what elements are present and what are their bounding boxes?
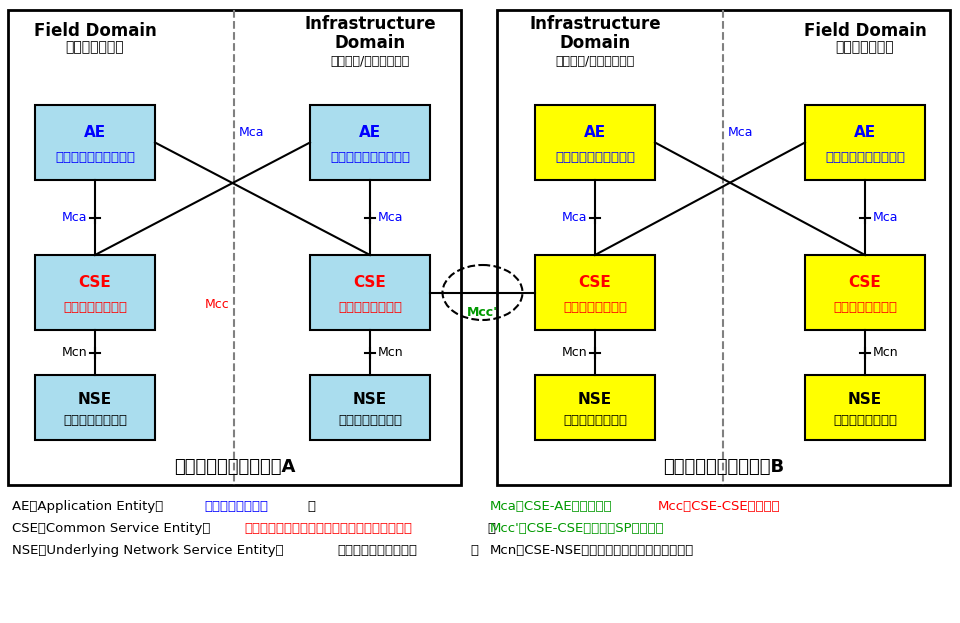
Text: アプリケーション: アプリケーション bbox=[204, 500, 268, 513]
Text: サービスプロバイダ　A: サービスプロバイダ A bbox=[174, 458, 295, 476]
Text: （デバイス側）: （デバイス側） bbox=[836, 40, 895, 54]
FancyBboxPatch shape bbox=[535, 255, 655, 330]
Text: CSE: CSE bbox=[579, 275, 612, 290]
Text: Mcn: Mcn bbox=[378, 346, 403, 359]
FancyBboxPatch shape bbox=[535, 105, 655, 180]
Text: CSE: CSE bbox=[353, 275, 386, 290]
Text: Mca: Mca bbox=[873, 211, 899, 224]
FancyBboxPatch shape bbox=[805, 375, 925, 440]
FancyBboxPatch shape bbox=[35, 375, 155, 440]
Text: NSE: NSE bbox=[578, 391, 612, 407]
FancyBboxPatch shape bbox=[310, 375, 430, 440]
Text: Field Domain: Field Domain bbox=[34, 22, 156, 40]
Text: 共通サービスプラットフォーム；ミドルウェア: 共通サービスプラットフォーム；ミドルウェア bbox=[244, 522, 412, 535]
Text: （サーバ/クラウド側）: （サーバ/クラウド側） bbox=[556, 55, 635, 68]
Text: NSE: NSE bbox=[353, 391, 387, 407]
Text: （ネットワーク）: （ネットワーク） bbox=[63, 414, 127, 427]
FancyBboxPatch shape bbox=[8, 10, 461, 485]
FancyBboxPatch shape bbox=[497, 10, 950, 485]
Text: （ミドルウェア）: （ミドルウェア） bbox=[563, 301, 627, 314]
Text: （アプリケーション）: （アプリケーション） bbox=[555, 151, 635, 164]
Text: （アプリケーション）: （アプリケーション） bbox=[330, 151, 410, 164]
Text: Domain: Domain bbox=[560, 34, 631, 52]
FancyBboxPatch shape bbox=[310, 255, 430, 330]
Text: （ミドルウェア）: （ミドルウェア） bbox=[338, 301, 402, 314]
FancyBboxPatch shape bbox=[35, 105, 155, 180]
Text: Mca: Mca bbox=[378, 211, 403, 224]
Text: Infrastructure: Infrastructure bbox=[529, 15, 660, 33]
Text: ）: ） bbox=[487, 522, 495, 535]
Text: Mcn: Mcn bbox=[61, 346, 87, 359]
Text: Mcn: Mcn bbox=[562, 346, 587, 359]
FancyBboxPatch shape bbox=[805, 255, 925, 330]
Text: （アプリケーション）: （アプリケーション） bbox=[825, 151, 905, 164]
Text: Mcn：CSE-NSE間参照点（標準化スコープ外）: Mcn：CSE-NSE間参照点（標準化スコープ外） bbox=[490, 544, 694, 557]
Text: AE: AE bbox=[854, 125, 876, 140]
FancyBboxPatch shape bbox=[805, 105, 925, 180]
Text: （デバイス側）: （デバイス側） bbox=[65, 40, 124, 54]
Text: ネットワークサービス: ネットワークサービス bbox=[337, 544, 417, 557]
Text: Mcc: Mcc bbox=[204, 298, 229, 311]
Text: （ネットワーク）: （ネットワーク） bbox=[833, 414, 897, 427]
Text: Mca: Mca bbox=[728, 126, 754, 139]
Text: Mca：CSE-AE間参照点、: Mca：CSE-AE間参照点、 bbox=[490, 500, 612, 513]
Text: Infrastructure: Infrastructure bbox=[304, 15, 436, 33]
FancyBboxPatch shape bbox=[310, 105, 430, 180]
Text: （サーバ/クラウド側）: （サーバ/クラウド側） bbox=[330, 55, 410, 68]
Text: AE：Application Entity（: AE：Application Entity（ bbox=[12, 500, 163, 513]
Text: Mcc'：CSE-CSE　異なるSP間参照点: Mcc'：CSE-CSE 異なるSP間参照点 bbox=[490, 522, 664, 535]
Text: Mca: Mca bbox=[562, 211, 587, 224]
Text: Mca: Mca bbox=[239, 126, 265, 139]
Text: （ネットワーク）: （ネットワーク） bbox=[563, 414, 627, 427]
Text: NSE：Underlying Network Service Entity（: NSE：Underlying Network Service Entity（ bbox=[12, 544, 283, 557]
Text: NSE: NSE bbox=[848, 391, 882, 407]
Text: AE: AE bbox=[84, 125, 106, 140]
Text: NSE: NSE bbox=[78, 391, 112, 407]
FancyBboxPatch shape bbox=[535, 375, 655, 440]
Text: CSE: CSE bbox=[849, 275, 881, 290]
Text: Field Domain: Field Domain bbox=[804, 22, 926, 40]
Text: （ネットワーク）: （ネットワーク） bbox=[338, 414, 402, 427]
Text: AE: AE bbox=[359, 125, 381, 140]
Text: Domain: Domain bbox=[334, 34, 405, 52]
Text: Mcc：CSE-CSE間参照点: Mcc：CSE-CSE間参照点 bbox=[658, 500, 780, 513]
Text: CSE: CSE bbox=[79, 275, 111, 290]
Text: ）: ） bbox=[307, 500, 315, 513]
Text: （アプリケーション）: （アプリケーション） bbox=[55, 151, 135, 164]
Text: サービスプロバイダ　B: サービスプロバイダ B bbox=[663, 458, 784, 476]
Text: （ミドルウェア）: （ミドルウェア） bbox=[63, 301, 127, 314]
Text: AE: AE bbox=[584, 125, 606, 140]
FancyBboxPatch shape bbox=[35, 255, 155, 330]
Text: Mca: Mca bbox=[61, 211, 87, 224]
Text: Mcc': Mcc' bbox=[467, 306, 498, 319]
Text: CSE：Common Service Entity（: CSE：Common Service Entity（ bbox=[12, 522, 210, 535]
Text: （ミドルウェア）: （ミドルウェア） bbox=[833, 301, 897, 314]
Text: Mcn: Mcn bbox=[873, 346, 899, 359]
Text: ）: ） bbox=[470, 544, 478, 557]
